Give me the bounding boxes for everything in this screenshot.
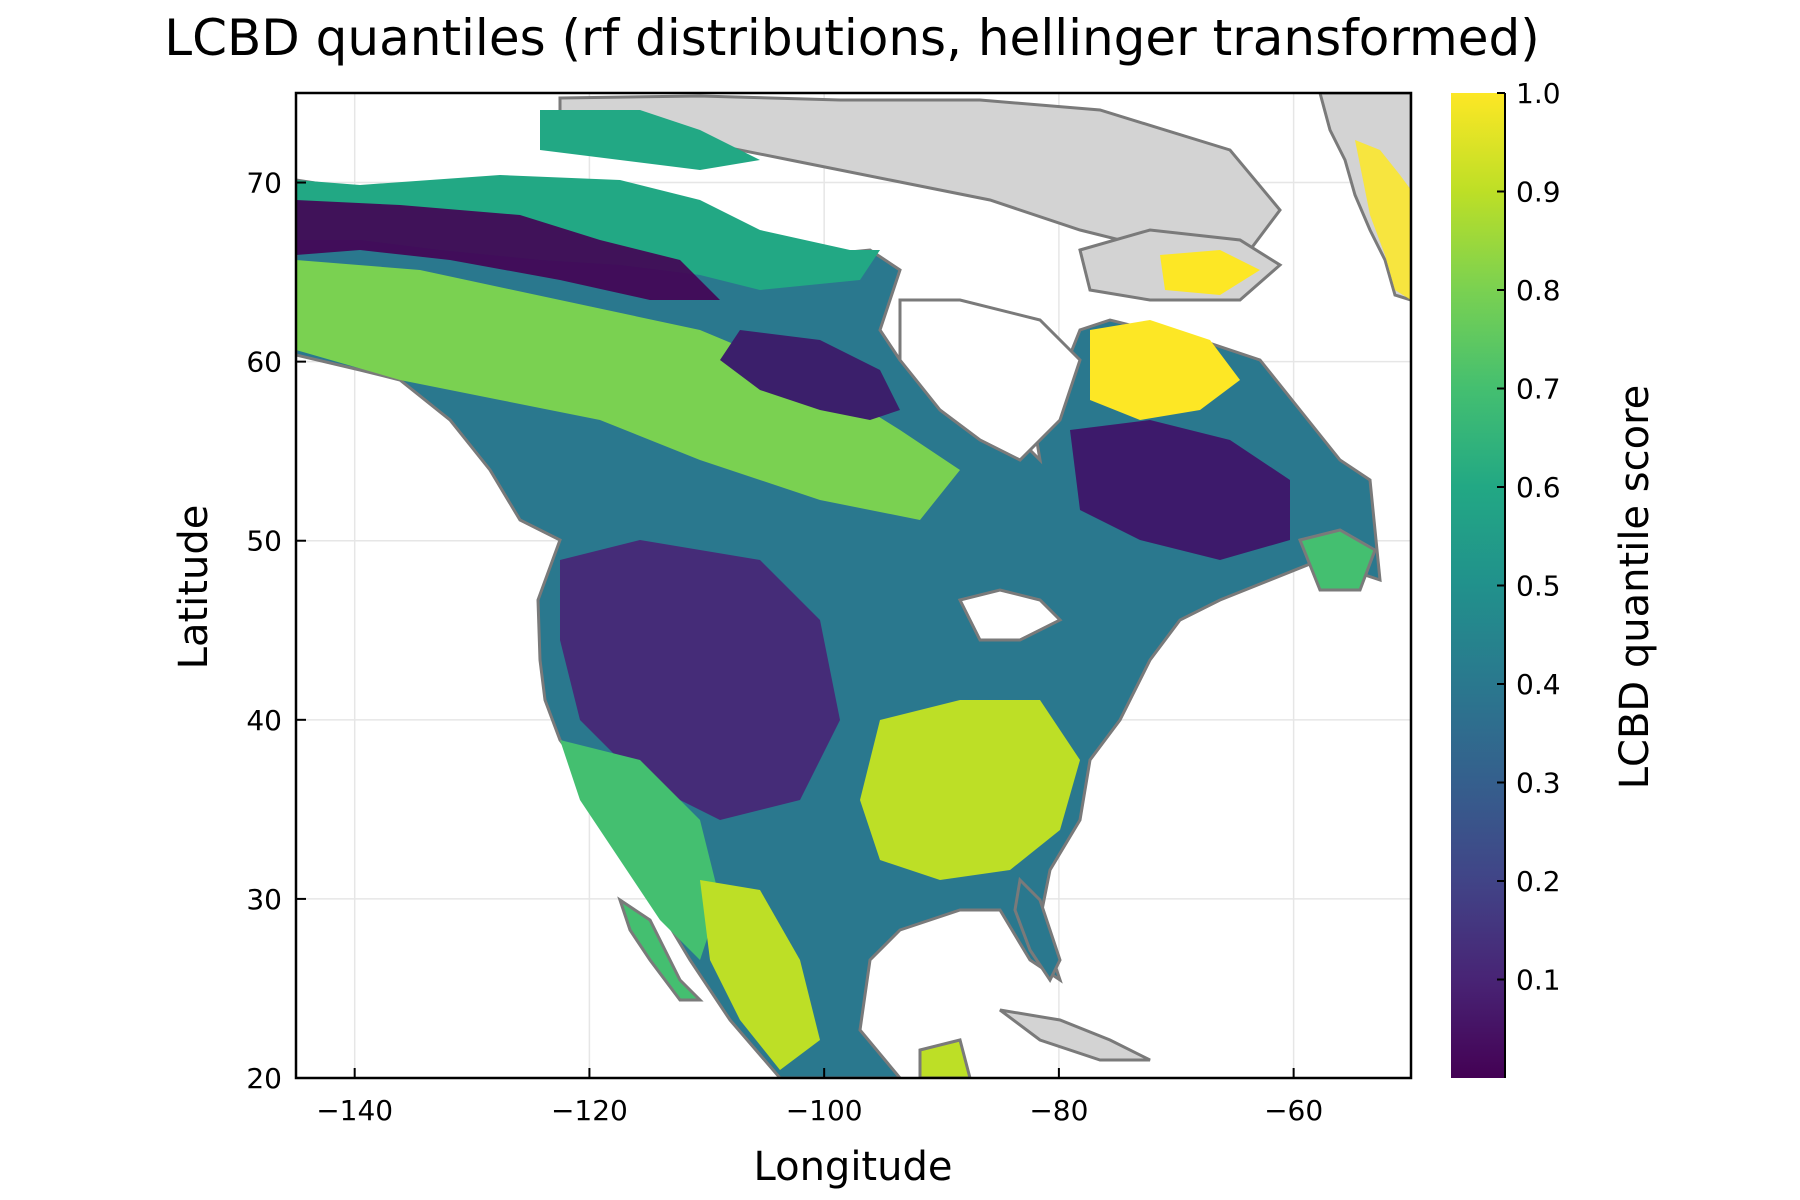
x-tick-label: −120 (551, 1094, 628, 1127)
plot-frame (294, 91, 1413, 1080)
x-tick-label: −100 (786, 1094, 863, 1127)
plains-low (560, 540, 840, 820)
colorbar-tick-label: 0.3 (1516, 767, 1561, 800)
cuba (999, 1008, 1151, 1062)
x-axis-label: Longitude (754, 1144, 953, 1190)
colorbar-tick-label: 0.4 (1516, 668, 1561, 701)
labrador-low (1070, 420, 1290, 560)
boreal-band (296, 260, 960, 520)
colorbar-tick-label: 0.5 (1516, 570, 1561, 603)
hudson-bay (898, 298, 1082, 462)
colorbar-gradient (1451, 93, 1505, 1078)
y-axis-ticks: 20 30 40 50 60 70 (246, 167, 306, 1095)
southwest-mid (560, 740, 720, 960)
mexico-high (700, 880, 820, 1070)
x-tick-label: −140 (316, 1094, 393, 1127)
arctic-islands-green (540, 110, 760, 170)
great-lakes (957, 588, 1063, 642)
colorbar-tick-label: 0.7 (1516, 373, 1561, 406)
baja-california (617, 896, 704, 1002)
y-tick-label: 20 (246, 1062, 282, 1095)
colorbar-tick-label: 0.2 (1516, 865, 1561, 898)
colorbar-tick-label: 0.6 (1516, 471, 1561, 504)
plot-area: −140 −120 −100 −80 −60 20 30 40 50 60 70 (246, 91, 1413, 1127)
y-tick-label: 60 (246, 346, 282, 379)
hudson-rim-low (720, 330, 900, 420)
colorbar: 0.1 0.2 0.3 0.4 0.5 0.6 0.7 0.8 0.9 1.0 LCBD quan… (1451, 77, 1658, 1078)
y-tick-label: 70 (246, 167, 282, 200)
arctic-mainland (296, 175, 880, 290)
colorbar-tick-label: 1.0 (1516, 77, 1561, 110)
colorbar-tick-label: 0.1 (1516, 964, 1561, 997)
x-tick-label: −80 (1029, 1094, 1088, 1127)
y-tick-label: 40 (246, 704, 282, 737)
colorbar-label: LCBD quantile score (1612, 385, 1658, 790)
colorbar-tick-label: 0.8 (1516, 274, 1561, 307)
y-tick-label: 30 (246, 883, 282, 916)
northwest-low-band (296, 200, 720, 300)
eastern-us-high (860, 700, 1080, 880)
map-raster (296, 93, 1411, 1078)
y-tick-label: 50 (246, 525, 282, 558)
colorbar-tick-label: 0.9 (1516, 176, 1561, 209)
yucatan (918, 1038, 972, 1078)
newfoundland (1297, 528, 1377, 592)
y-axis-label: Latitude (171, 505, 217, 670)
colorbar-ticks: 0.1 0.2 0.3 0.4 0.5 0.6 0.7 0.8 0.9 1.0 (1497, 77, 1561, 997)
quebec-high (1090, 320, 1240, 420)
greenland-coast-high (1355, 140, 1411, 300)
florida (1013, 876, 1062, 983)
chart-title: LCBD quantiles (rf distributions, hellin… (164, 9, 1540, 67)
x-axis-ticks: −140 −120 −100 −80 −60 (316, 1068, 1323, 1127)
x-tick-label: −60 (1264, 1094, 1323, 1127)
baffin-yellow (1160, 250, 1260, 295)
